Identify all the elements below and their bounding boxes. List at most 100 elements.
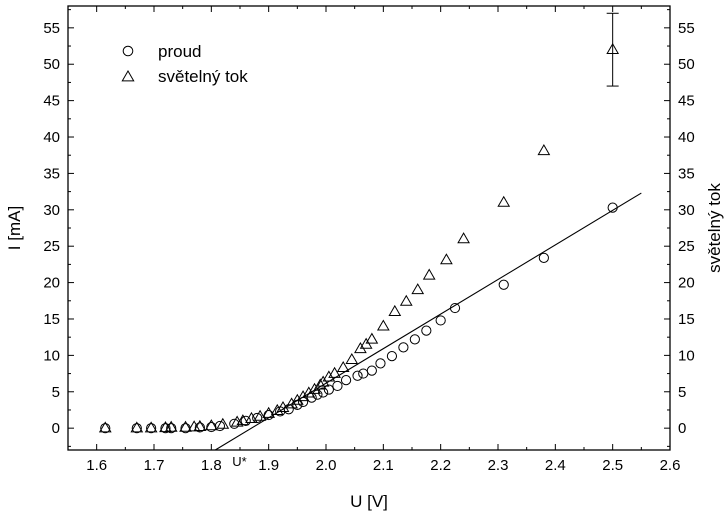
data-point-proud (229, 418, 240, 429)
data-point-proud (332, 380, 343, 392)
y-axis-left: 0 5 10 15 20 25 30 35 40 45 50 55 (43, 9, 74, 447)
data-point-svetelny-tok (262, 406, 276, 418)
data-point-proud (498, 279, 509, 290)
data-point-svetelny-tok (276, 400, 290, 413)
data-point-proud (240, 415, 251, 426)
x-tick-label: 2.0 (316, 457, 337, 474)
y2-tick-label: 20 (678, 275, 695, 292)
y2-tick-label: 10 (678, 347, 695, 364)
data-point-proud (421, 325, 432, 336)
y-tick-label: 40 (43, 129, 60, 146)
data-point-svetelny-tok (322, 370, 336, 382)
data-point-svetelny-tok (537, 144, 551, 156)
legend-triangle-marker (121, 69, 135, 82)
x-axis: 1.6 1.7 1.8 1.9 2.0 2.1 2.2 2.3 2.4 2.5 2.6 (67, 6, 681, 474)
data-point-svetelny-tok (376, 319, 390, 331)
x-tick-label: 2.2 (430, 457, 451, 474)
data-point-proud (538, 252, 549, 263)
y-tick-label: 55 (43, 20, 60, 37)
y2-tick-label: 55 (678, 20, 695, 37)
y-axis-right: 0 5 10 15 20 25 30 35 40 45 50 55 (664, 9, 695, 447)
data-point-svetelny-tok (328, 366, 341, 378)
data-point-proud (318, 387, 329, 398)
data-point-svetelny-tok (457, 232, 470, 244)
y2-tick-label: 15 (678, 311, 695, 328)
x-tick-label: 2.6 (660, 457, 681, 474)
data-point-svetelny-tok (193, 419, 207, 431)
data-point-proud (160, 423, 171, 434)
data-point-svetelny-tok (497, 195, 511, 207)
data-point-proud (194, 422, 205, 433)
data-point-svetelny-tok (440, 253, 453, 265)
data-point-proud (283, 404, 294, 415)
data-point-proud (352, 370, 363, 381)
y-tick-label: 35 (43, 165, 60, 182)
data-point-svetelny-tok (179, 420, 192, 432)
data-point-proud (131, 423, 142, 434)
y2-tick-label: 40 (678, 129, 695, 146)
annotation-ustar: U* (232, 454, 246, 469)
data-point-proud (214, 420, 226, 432)
data-point-svetelny-tok (345, 352, 359, 365)
data-point-proud (166, 423, 177, 434)
data-point-svetelny-tok (313, 378, 327, 390)
x-tick-label: 1.6 (86, 457, 107, 474)
data-point-proud (206, 421, 217, 433)
data-point-svetelny-tok (270, 403, 284, 415)
data-point-svetelny-tok (336, 360, 350, 373)
y-tick-label: 0 (52, 420, 60, 437)
y2-tick-label: 25 (678, 238, 695, 255)
data-point-proud (398, 342, 409, 353)
data-point-svetelny-tok (253, 409, 267, 421)
data-point-proud (375, 358, 386, 369)
y-tick-label: 10 (43, 347, 60, 364)
data-point-svetelny-tok (365, 332, 379, 344)
x-tick-label: 2.3 (488, 457, 509, 474)
y-tick-label: 50 (43, 56, 60, 73)
y2-tick-label: 35 (678, 165, 695, 182)
y2-tick-label: 30 (678, 202, 695, 219)
data-point-proud (146, 423, 157, 434)
legend-circle-marker (122, 45, 134, 57)
data-point-proud (366, 365, 377, 376)
data-point-svetelny-tok (236, 414, 250, 426)
y-tick-label: 45 (43, 93, 60, 110)
y2-tick-label: 0 (678, 420, 686, 437)
data-point-svetelny-tok (296, 390, 310, 402)
x-tick-label: 1.8 (201, 457, 222, 474)
y-tick-label: 30 (43, 202, 60, 219)
data-point-proud (312, 389, 323, 400)
x-tick-label: 1.7 (144, 457, 165, 474)
y2-tick-label: 5 (678, 384, 686, 401)
data-point-proud (607, 202, 618, 213)
data-point-proud (358, 368, 369, 379)
data-point-proud (100, 423, 111, 434)
data-point-svetelny-tok (216, 417, 230, 429)
data-point-proud (340, 375, 352, 386)
x-tick-label: 2.1 (373, 457, 394, 474)
data-point-proud (386, 351, 398, 362)
x-tick-label: 1.9 (258, 457, 279, 474)
data-point-svetelny-tok (144, 421, 158, 433)
error-bar (606, 12, 619, 87)
y-tick-label: 15 (43, 311, 60, 328)
data-point-svetelny-tok (290, 393, 304, 405)
data-point-svetelny-tok (98, 421, 112, 433)
data-point-svetelny-tok (399, 294, 413, 306)
data-point-svetelny-tok (285, 397, 298, 409)
x-tick-label: 2.5 (602, 457, 623, 474)
y2-tick-label: 45 (678, 93, 695, 110)
y-tick-label: 5 (52, 384, 60, 401)
y2-tick-label: 50 (678, 56, 695, 73)
data-point-svetelny-tok (422, 268, 436, 280)
x-axis-title: U [V] (350, 492, 388, 511)
data-point-proud (323, 384, 334, 395)
data-point-svetelny-tok (388, 304, 402, 316)
data-point-svetelny-tok (204, 419, 218, 431)
data-point-svetelny-tok (245, 411, 258, 423)
legend-label-svetelny-tok: světelný tok (158, 67, 248, 86)
x-tick-label: 2.4 (545, 457, 566, 474)
series-proud (100, 202, 618, 434)
legend: proud světelný tok (121, 42, 248, 86)
data-point-proud (435, 315, 446, 326)
